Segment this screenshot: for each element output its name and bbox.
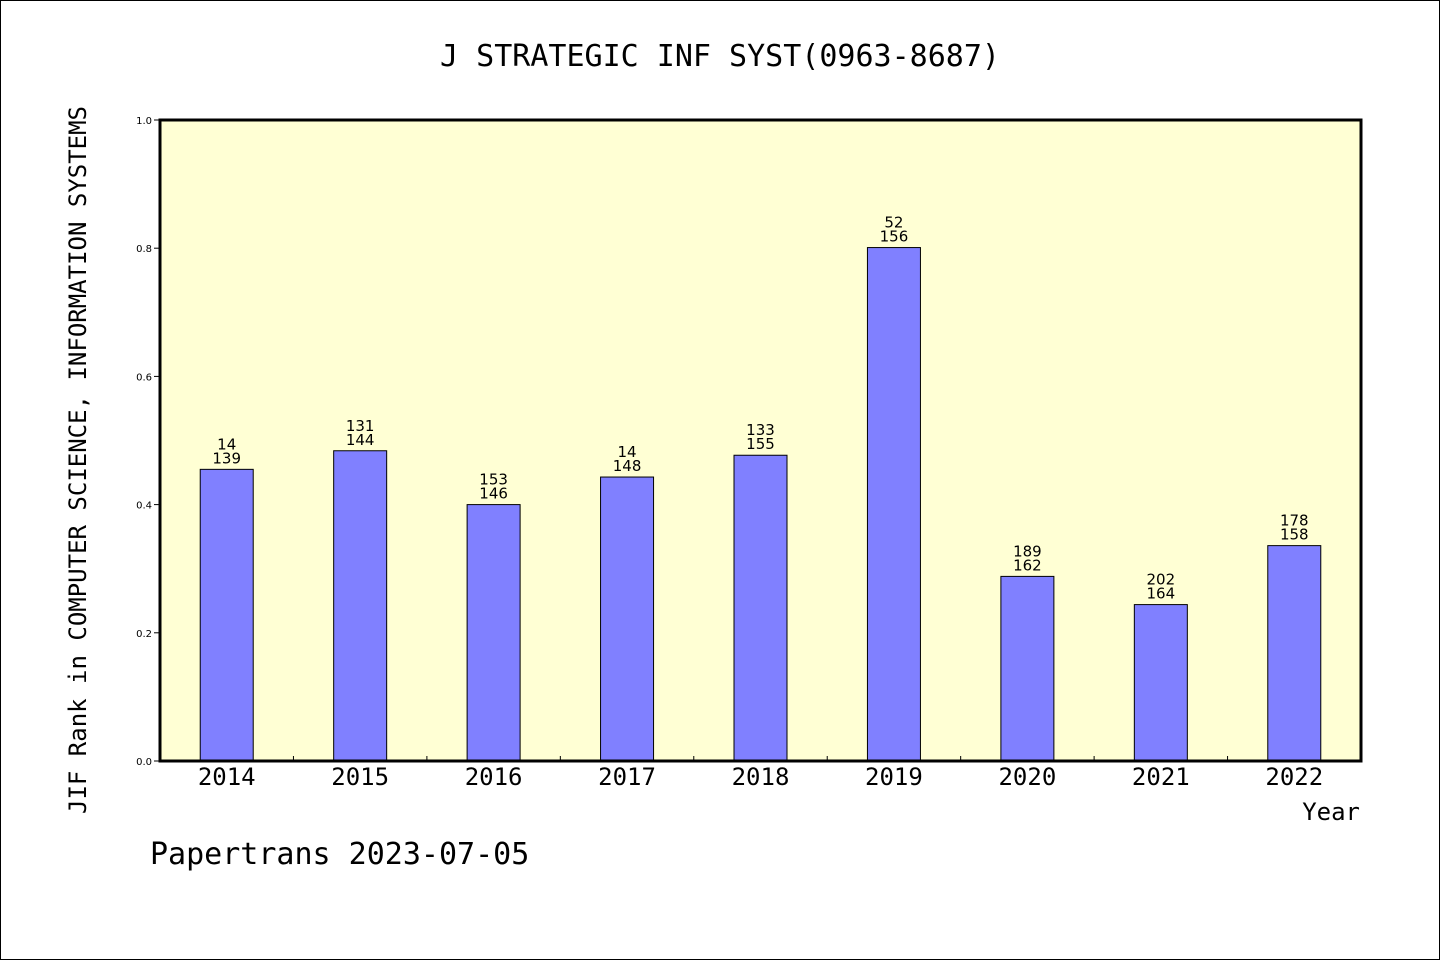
y-tick-label-1.0: 1.0 — [136, 116, 152, 127]
bar-2020 — [1000, 575, 1055, 762]
x-tick-label-2016: 2016 — [465, 763, 523, 791]
bar-label-top-2017: 14 — [618, 443, 637, 461]
y-tick-label-0.8: 0.8 — [136, 244, 152, 255]
bar-2017 — [600, 476, 655, 762]
bar-label-bottom-2016: 146 — [479, 485, 508, 503]
y-tick-label-0.4: 0.4 — [136, 501, 152, 512]
bars-group — [199, 247, 1322, 762]
bar-label-bottom-2014: 139 — [212, 449, 241, 467]
bar-2019 — [866, 247, 921, 762]
x-tick-label-2022: 2022 — [1265, 763, 1323, 791]
chart-title: J STRATEGIC INF SYST(0963-8687) — [440, 39, 1000, 74]
bar-label-top-2019: 52 — [884, 214, 903, 232]
bar-label-top-2015: 131 — [346, 417, 375, 435]
plot-border — [158, 118, 1363, 763]
footer-credit: Papertrans 2023-07-05 — [150, 837, 529, 872]
y-tick-label-0.6: 0.6 — [136, 372, 152, 383]
x-axis-label: Year — [1302, 798, 1360, 826]
x-tick-label-2015: 2015 — [331, 763, 389, 791]
bar-label-top-2014: 14 — [217, 435, 236, 453]
bar-2015 — [333, 450, 388, 762]
bar-2018 — [733, 454, 788, 762]
bar-label-bottom-2017: 148 — [613, 457, 642, 475]
x-tick-label-2020: 2020 — [998, 763, 1056, 791]
x-axis-ticks: 2014 2015 2016 2017 2018 2019 2020 2021 2022 — [198, 756, 1323, 791]
bar-label-top-2020: 189 — [1013, 542, 1042, 560]
bar-label-bottom-2022: 158 — [1280, 526, 1309, 544]
x-tick-label-2019: 2019 — [865, 763, 923, 791]
bar-label-bottom-2020: 162 — [1013, 556, 1042, 574]
bar-label-bottom-2021: 164 — [1147, 585, 1176, 603]
x-tick-label-2021: 2021 — [1132, 763, 1190, 791]
y-axis-label: JIF Rank in COMPUTER SCIENCE, INFORMATIO… — [64, 106, 92, 814]
bar-2022 — [1267, 545, 1322, 762]
bar-label-bottom-2019: 156 — [880, 228, 909, 246]
x-tick-label-2018: 2018 — [732, 763, 790, 791]
bar-label-top-2021: 202 — [1147, 571, 1176, 589]
x-tick-label-2017: 2017 — [598, 763, 656, 791]
y-tick-label-0.0: 0.0 — [136, 757, 152, 768]
bar-label-bottom-2018: 155 — [746, 435, 775, 453]
bar-label-top-2022: 178 — [1280, 512, 1309, 530]
y-axis-ticks: 0.0 0.2 0.4 0.6 0.8 1.0 — [136, 116, 160, 768]
y-tick-label-0.2: 0.2 — [136, 629, 152, 640]
bar-2016 — [466, 504, 521, 762]
bar-label-top-2018: 133 — [746, 421, 775, 439]
bar-2021 — [1133, 604, 1188, 762]
data-labels-group: 1413913114415314614148133155521561891622… — [212, 214, 1308, 603]
bar-2014 — [199, 468, 254, 762]
bar-label-top-2016: 153 — [479, 471, 508, 489]
bar-label-bottom-2015: 144 — [346, 431, 375, 449]
x-tick-label-2014: 2014 — [198, 763, 256, 791]
